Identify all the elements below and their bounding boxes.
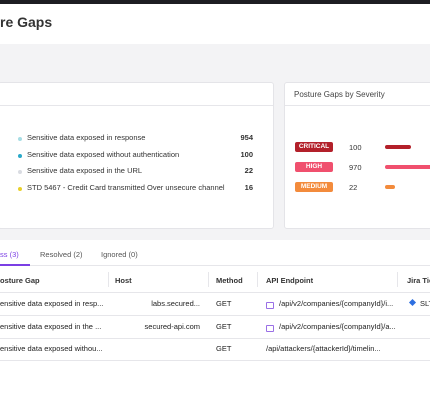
row-divider [0,360,430,361]
cell-method: GET [216,344,232,353]
cell-host: secured-api.com [144,321,200,331]
severity-count: 100 [349,143,362,152]
legend-dot [18,153,22,158]
item-label: Sensitive data exposed in response [27,133,146,142]
divider [285,105,430,106]
column-header: Jira Tic [407,276,430,285]
page-title: re Gaps [0,14,53,30]
column-header: API Endpoint [266,276,314,285]
row-divider [0,337,430,339]
card-title: Posture Gaps by Severity [294,90,385,99]
lock-icon [266,302,274,309]
cell-gap: ensitive data exposed in the ... [0,321,102,331]
cell-gap: ensitive data exposed withou... [0,344,103,353]
severity-badge: MEDIUM [295,182,333,192]
top-bar [0,0,430,4]
column-divider [397,272,398,287]
tabs-divider [0,265,430,266]
row-divider [0,315,430,316]
severity-badge: CRITICAL [295,142,333,152]
item-count: 954 [240,133,253,142]
severity-count: 970 [349,163,362,172]
item-count: 16 [244,183,253,193]
column-divider [208,272,209,287]
item-label: STD 5467 - Credit Card transmitted Over … [27,183,225,193]
column-header: osture Gap [0,276,40,285]
severity-bar [385,165,430,169]
summary-card: Sensitive data exposed in response 954 Sen… [0,82,274,229]
column-divider [108,272,109,287]
legend-dot [18,187,22,192]
severity-card: Posture Gaps by Severity CRITICAL 100 HIGH… [284,82,430,229]
lock-icon [266,324,274,332]
cell-gap: ensitive data exposed in resp... [0,299,104,308]
item-label: Sensitive data exposed in the URL [27,166,143,176]
tab: ss (3) [0,250,19,259]
header-divider [0,292,430,293]
item-count: 100 [240,149,253,159]
legend-dot [18,137,22,141]
item-label: Sensitive data exposed without authentic… [27,149,180,159]
tab: Ignored (0) [101,250,138,259]
severity-bar [385,145,411,149]
item-count: 22 [244,166,253,176]
cell-method: GET [216,321,232,331]
jira-icon [408,298,417,307]
divider [0,105,273,106]
tab: Resolved (2) [40,250,83,259]
cell-endpoint: /api/attackers/{attackerId}/timelin... [266,344,381,353]
cell-method: GET [216,299,232,308]
cell-jira: SLT [420,299,430,308]
cell-host: labs.secured... [151,299,200,308]
column-header: Host [115,276,132,285]
column-header: Method [216,276,243,285]
severity-count: 22 [349,183,358,192]
severity-badge: HIGH [295,162,333,172]
cell-endpoint: /api/v2/companies/{companyId}/i... [279,299,394,308]
column-divider [257,272,258,287]
cell-endpoint: /api/v2/companies/{companyId}/a... [279,321,396,331]
severity-bar [385,185,395,189]
legend-dot [18,170,22,175]
tab-underline [0,264,30,266]
